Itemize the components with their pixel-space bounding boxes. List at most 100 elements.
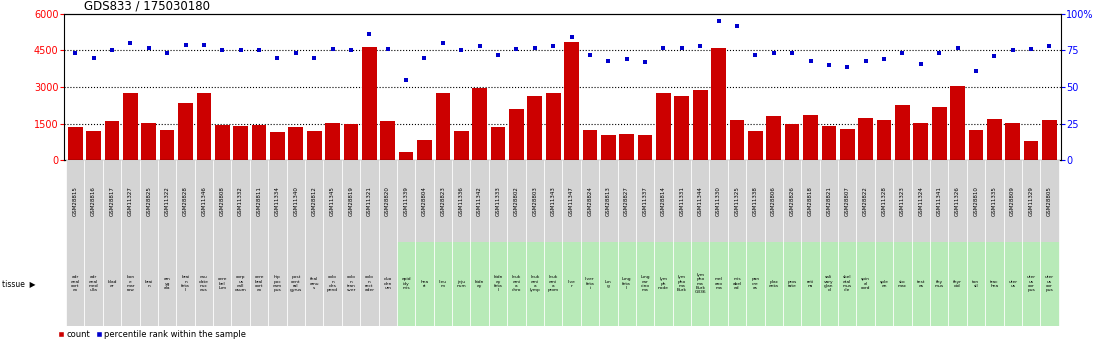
- Point: [361, 31, 379, 37]
- Bar: [105, 121, 120, 160]
- Bar: [654, 241, 673, 326]
- Text: tissue  ▶: tissue ▶: [2, 279, 35, 288]
- Bar: [270, 132, 284, 160]
- Bar: [84, 241, 103, 326]
- Point: [618, 57, 635, 62]
- Bar: [601, 135, 615, 160]
- Text: GSM28812: GSM28812: [312, 186, 317, 216]
- Text: GSM28810: GSM28810: [973, 186, 979, 216]
- Bar: [635, 160, 654, 242]
- Bar: [565, 42, 579, 160]
- Point: [1041, 43, 1058, 49]
- Text: GSM11346: GSM11346: [201, 186, 206, 216]
- Bar: [819, 160, 838, 242]
- Text: GSM28824: GSM28824: [588, 186, 592, 216]
- Bar: [1004, 160, 1022, 242]
- Bar: [325, 122, 340, 160]
- Text: test
es: test es: [917, 279, 925, 288]
- Bar: [1005, 122, 1020, 160]
- Bar: [766, 117, 782, 160]
- Bar: [857, 241, 875, 326]
- Text: leuk
emi
a
chro: leuk emi a chro: [511, 275, 521, 292]
- Bar: [693, 90, 707, 160]
- Bar: [896, 106, 910, 160]
- Text: GSM11342: GSM11342: [477, 186, 483, 216]
- Text: corp
us
call
osum: corp us call osum: [235, 275, 247, 292]
- Bar: [635, 241, 654, 326]
- Text: GSM11339: GSM11339: [404, 186, 408, 216]
- Text: trac
hea: trac hea: [990, 279, 999, 288]
- Text: GSM28811: GSM28811: [257, 186, 261, 216]
- Text: GSM11323: GSM11323: [900, 186, 904, 216]
- Text: GSM28802: GSM28802: [514, 186, 519, 216]
- Text: epid
idy
mis: epid idy mis: [402, 277, 411, 290]
- Bar: [214, 241, 231, 326]
- Bar: [932, 107, 946, 160]
- Bar: [911, 241, 930, 326]
- Text: GSM11328: GSM11328: [881, 186, 887, 216]
- Bar: [178, 103, 193, 160]
- Bar: [950, 86, 965, 160]
- Point: [893, 51, 911, 56]
- Bar: [452, 241, 470, 326]
- Bar: [785, 124, 799, 160]
- Point: [600, 58, 618, 63]
- Point: [857, 58, 875, 63]
- Text: uter
us
cor
pus: uter us cor pus: [1026, 275, 1035, 292]
- Text: mel
ano
ma: mel ano ma: [714, 277, 723, 290]
- Bar: [103, 241, 121, 326]
- Text: sto
mac: sto mac: [898, 279, 907, 288]
- Bar: [893, 241, 911, 326]
- Text: GSM11337: GSM11337: [642, 186, 648, 216]
- Bar: [673, 160, 691, 242]
- Bar: [142, 122, 156, 160]
- Bar: [360, 241, 379, 326]
- Bar: [158, 160, 176, 242]
- Text: GSM28814: GSM28814: [661, 186, 666, 216]
- Bar: [1022, 241, 1041, 326]
- Bar: [68, 127, 83, 160]
- Bar: [360, 160, 379, 242]
- Text: colo
n
rect
ader: colo n rect ader: [364, 275, 374, 292]
- Point: [342, 48, 360, 53]
- Point: [801, 58, 819, 63]
- Text: adr
enal
cort
ex: adr enal cort ex: [71, 275, 80, 292]
- Bar: [638, 135, 652, 160]
- Bar: [139, 160, 158, 242]
- Bar: [748, 131, 763, 160]
- Bar: [746, 160, 765, 242]
- Text: lym
ph
node: lym ph node: [658, 277, 669, 290]
- Text: uter
us: uter us: [1008, 279, 1017, 288]
- Bar: [562, 241, 581, 326]
- Point: [930, 51, 948, 56]
- Bar: [158, 241, 176, 326]
- Bar: [562, 160, 581, 242]
- Bar: [417, 140, 432, 160]
- Text: GSM28821: GSM28821: [827, 186, 831, 216]
- Text: kidn
ey: kidn ey: [475, 279, 485, 288]
- Text: blad
er: blad er: [107, 279, 116, 288]
- Bar: [507, 160, 526, 242]
- Bar: [473, 88, 487, 160]
- Bar: [727, 160, 746, 242]
- Text: GSM28820: GSM28820: [385, 186, 391, 216]
- Bar: [581, 241, 599, 326]
- Text: GSM11335: GSM11335: [992, 186, 996, 216]
- Bar: [710, 160, 727, 242]
- Bar: [875, 241, 893, 326]
- Bar: [342, 241, 360, 326]
- Text: GSM11324: GSM11324: [919, 186, 923, 216]
- Bar: [746, 241, 765, 326]
- Bar: [1022, 160, 1041, 242]
- Bar: [214, 160, 231, 242]
- Point: [545, 43, 562, 49]
- Text: GSM28825: GSM28825: [146, 186, 152, 216]
- Point: [177, 42, 195, 47]
- Bar: [691, 241, 710, 326]
- Bar: [712, 48, 726, 160]
- Point: [1022, 46, 1039, 52]
- Point: [323, 46, 341, 52]
- Text: GSM11341: GSM11341: [937, 186, 942, 216]
- Point: [287, 51, 304, 56]
- Bar: [490, 127, 506, 160]
